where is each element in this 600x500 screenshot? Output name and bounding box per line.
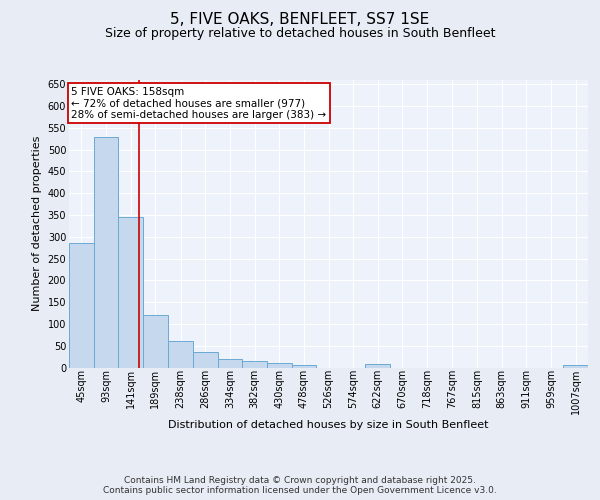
Bar: [218, 359, 242, 368]
Bar: [365, 364, 390, 368]
X-axis label: Distribution of detached houses by size in South Benfleet: Distribution of detached houses by size …: [168, 420, 489, 430]
Text: 5, FIVE OAKS, BENFLEET, SS7 1SE: 5, FIVE OAKS, BENFLEET, SS7 1SE: [170, 12, 430, 28]
Bar: [563, 366, 588, 368]
Y-axis label: Number of detached properties: Number of detached properties: [32, 136, 42, 312]
Bar: [168, 342, 193, 367]
Bar: [143, 315, 167, 368]
Bar: [69, 244, 94, 368]
Text: 5 FIVE OAKS: 158sqm
← 72% of detached houses are smaller (977)
28% of semi-detac: 5 FIVE OAKS: 158sqm ← 72% of detached ho…: [71, 86, 326, 120]
Text: Contains HM Land Registry data © Crown copyright and database right 2025.
Contai: Contains HM Land Registry data © Crown c…: [103, 476, 497, 495]
Bar: [292, 366, 316, 368]
Text: Size of property relative to detached houses in South Benfleet: Size of property relative to detached ho…: [105, 28, 495, 40]
Bar: [94, 136, 118, 368]
Bar: [118, 217, 143, 368]
Bar: [267, 363, 292, 368]
Bar: [242, 361, 267, 368]
Bar: [193, 352, 218, 368]
